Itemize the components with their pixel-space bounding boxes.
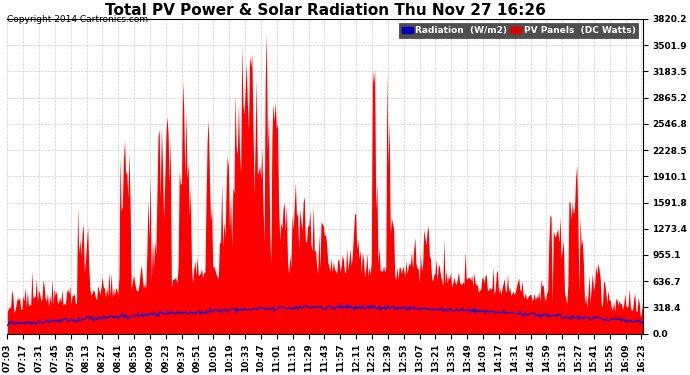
Title: Total PV Power & Solar Radiation Thu Nov 27 16:26: Total PV Power & Solar Radiation Thu Nov…	[104, 3, 545, 18]
Legend: Radiation  (W/m2), PV Panels  (DC Watts): Radiation (W/m2), PV Panels (DC Watts)	[399, 24, 638, 38]
Text: Copyright 2014 Cartronics.com: Copyright 2014 Cartronics.com	[7, 15, 148, 24]
